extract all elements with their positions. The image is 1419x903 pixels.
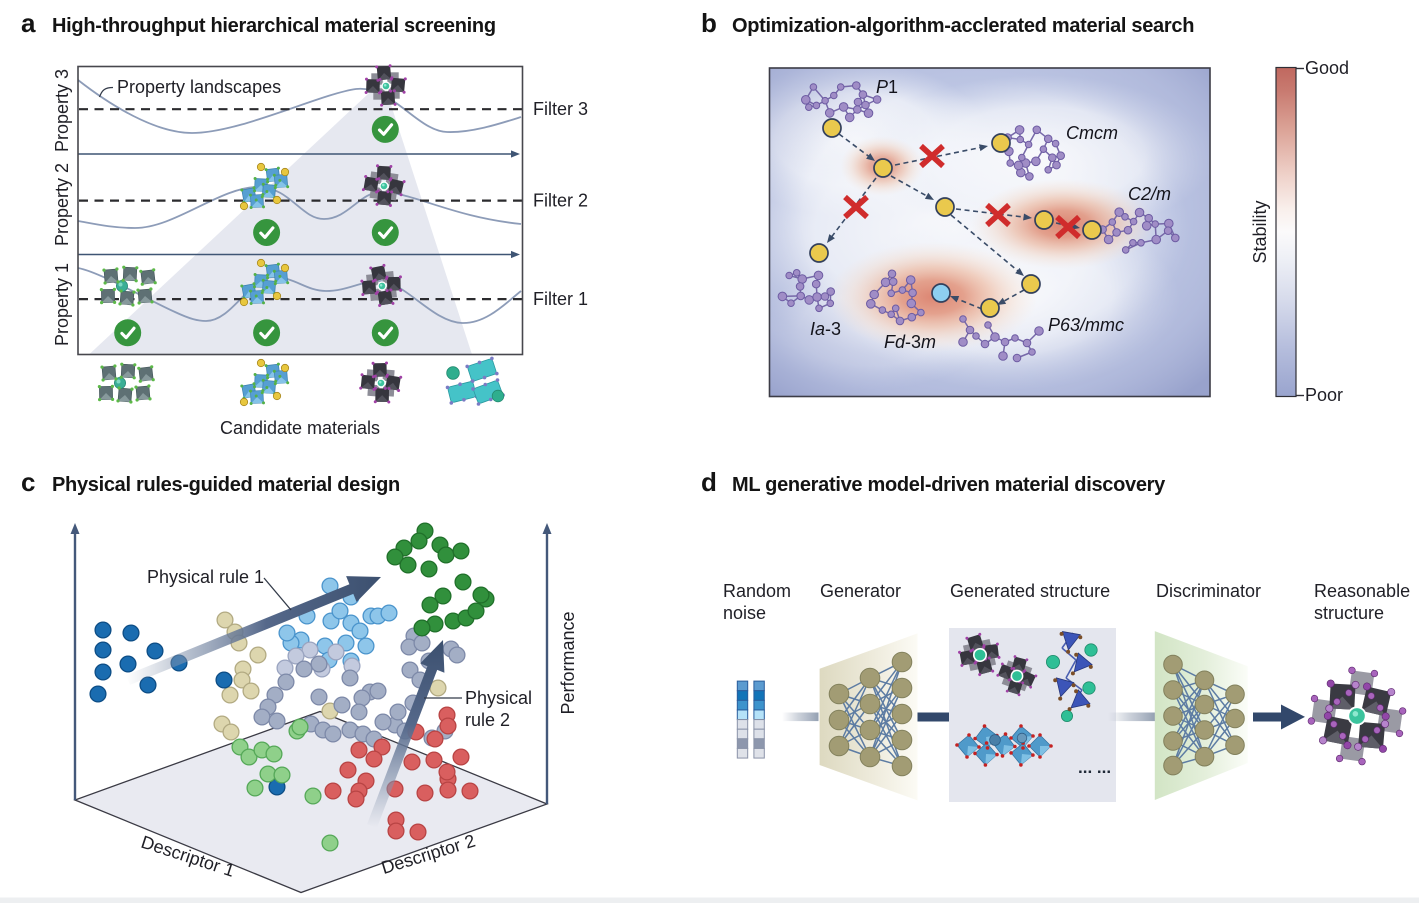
svg-text:Random: Random [723, 581, 791, 601]
svg-text:Filter 3: Filter 3 [533, 99, 588, 119]
svg-text:c: c [21, 467, 35, 497]
svg-text:Generated structure: Generated structure [950, 581, 1110, 601]
svg-text:P63/mmc: P63/mmc [1048, 315, 1124, 335]
svg-text:Stability: Stability [1250, 200, 1270, 263]
svg-text:Candidate materials: Candidate materials [220, 418, 380, 438]
svg-text:Physical: Physical [465, 688, 532, 708]
svg-text:Generator: Generator [820, 581, 901, 601]
svg-text:High-throughput hierarchical m: High-throughput hierarchical material sc… [52, 15, 496, 37]
svg-text:noise: noise [723, 603, 766, 623]
svg-text:P1: P1 [876, 77, 898, 97]
svg-text:Performance: Performance [558, 611, 578, 714]
svg-text:Fd-3m: Fd-3m [884, 332, 936, 352]
svg-text:ML generative model-driven mat: ML generative model-driven material disc… [732, 474, 1166, 496]
svg-text:C2/m: C2/m [1128, 184, 1171, 204]
svg-text:Discriminator: Discriminator [1156, 581, 1261, 601]
svg-text:structure: structure [1314, 603, 1384, 623]
svg-text:Cmcm: Cmcm [1066, 123, 1118, 143]
svg-text:Property 3: Property 3 [52, 69, 72, 152]
svg-text:Optimization-algorithm-acclera: Optimization-algorithm-acclerated materi… [732, 15, 1194, 37]
svg-text:Property 2: Property 2 [52, 163, 72, 246]
svg-text:... ...: ... ... [1078, 758, 1111, 777]
svg-text:Property 1: Property 1 [52, 263, 72, 346]
svg-text:Reasonable: Reasonable [1314, 581, 1410, 601]
svg-text:Poor: Poor [1305, 385, 1343, 405]
svg-text:Property landscapes: Property landscapes [117, 77, 281, 97]
svg-text:Good: Good [1305, 58, 1349, 78]
svg-text:Ia-3: Ia-3 [810, 319, 841, 339]
svg-text:b: b [701, 8, 717, 38]
svg-text:a: a [21, 8, 36, 38]
svg-text:rule 2: rule 2 [465, 710, 510, 730]
svg-text:Filter 2: Filter 2 [533, 191, 588, 211]
svg-text:Filter 1: Filter 1 [533, 289, 588, 309]
svg-text:d: d [701, 467, 717, 497]
svg-text:Physical rules-guided material: Physical rules-guided material design [52, 474, 400, 496]
svg-text:Physical rule 1: Physical rule 1 [147, 567, 264, 587]
